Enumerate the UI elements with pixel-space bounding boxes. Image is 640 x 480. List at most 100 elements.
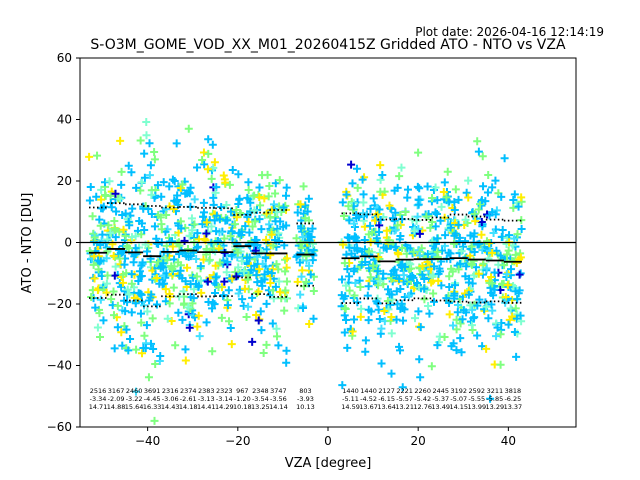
data-point xyxy=(482,237,491,246)
data-point xyxy=(136,309,145,318)
data-point xyxy=(186,293,195,302)
data-point xyxy=(179,300,188,309)
data-point xyxy=(303,207,312,216)
data-point xyxy=(237,227,246,236)
data-point xyxy=(121,307,130,316)
data-point xyxy=(509,203,518,212)
data-point xyxy=(271,189,280,198)
bin-mean-label: -3.34 xyxy=(90,395,107,403)
bin-mean-label: -3.54 xyxy=(252,395,269,403)
data-point xyxy=(448,267,457,276)
data-point xyxy=(145,139,154,148)
bin-mean-label: -5.57 xyxy=(396,395,413,403)
data-point xyxy=(210,216,219,225)
data-point xyxy=(147,190,156,199)
bin-std-label: 15.64 xyxy=(125,403,144,411)
data-point xyxy=(434,269,443,278)
bin-mean-label: -3.93 xyxy=(297,395,314,403)
data-point xyxy=(293,277,302,286)
data-point xyxy=(110,224,119,233)
data-point xyxy=(205,255,214,264)
data-point xyxy=(415,229,424,238)
data-point xyxy=(391,242,400,251)
data-point xyxy=(228,165,237,174)
data-point xyxy=(142,321,151,330)
data-point xyxy=(111,262,120,271)
data-point xyxy=(461,237,470,246)
bin-count-label: 803 xyxy=(299,387,311,395)
data-point xyxy=(102,254,111,263)
data-point xyxy=(210,288,219,297)
data-point xyxy=(139,343,148,352)
data-point xyxy=(265,182,274,191)
data-point xyxy=(445,283,454,292)
data-point xyxy=(90,233,99,242)
data-point xyxy=(219,171,228,180)
data-point xyxy=(213,236,222,245)
data-point xyxy=(207,222,216,231)
data-point xyxy=(364,282,373,291)
data-point xyxy=(305,236,314,245)
data-point xyxy=(194,281,203,290)
x-tick-label: −40 xyxy=(135,434,160,448)
data-point xyxy=(374,210,383,218)
data-point xyxy=(516,311,525,320)
data-point xyxy=(110,271,119,280)
data-point xyxy=(255,265,264,274)
bin-count-label: 3818 xyxy=(505,387,522,395)
data-point xyxy=(395,172,404,181)
data-point xyxy=(369,261,378,270)
data-point xyxy=(511,250,520,259)
data-point xyxy=(374,239,383,248)
data-point xyxy=(103,271,112,280)
data-point xyxy=(360,245,369,254)
data-point xyxy=(159,178,168,187)
x-tick-label: 0 xyxy=(324,434,332,448)
data-point xyxy=(470,210,479,219)
data-point xyxy=(405,291,414,300)
data-point xyxy=(132,183,141,192)
data-point xyxy=(505,231,514,240)
data-point xyxy=(492,206,501,215)
data-point xyxy=(375,248,384,257)
data-point xyxy=(239,267,248,276)
data-point xyxy=(433,196,442,205)
data-point xyxy=(171,341,180,350)
data-point xyxy=(200,160,209,169)
data-point xyxy=(226,232,235,241)
data-point xyxy=(282,183,291,192)
data-point xyxy=(517,193,526,202)
data-point xyxy=(256,201,265,210)
bin-count-label: 2316 xyxy=(162,387,179,395)
data-point xyxy=(134,277,143,286)
data-point xyxy=(293,208,302,217)
bin-std-label: 14.43 xyxy=(161,403,180,411)
data-point xyxy=(97,195,106,204)
data-point xyxy=(433,341,442,350)
data-point xyxy=(345,216,354,225)
data-point xyxy=(413,212,422,221)
data-point xyxy=(129,258,138,267)
data-point xyxy=(447,223,456,232)
x-tick-label: 40 xyxy=(501,434,516,448)
data-point xyxy=(144,373,153,382)
data-point xyxy=(462,308,471,317)
data-point xyxy=(212,227,221,236)
data-point xyxy=(93,151,102,160)
data-point xyxy=(193,322,202,331)
data-point xyxy=(340,259,349,268)
data-point xyxy=(282,346,291,355)
data-point xyxy=(304,194,313,203)
data-point xyxy=(377,359,386,368)
data-point xyxy=(235,209,244,218)
data-point xyxy=(468,305,477,314)
data-point xyxy=(142,117,151,126)
data-point xyxy=(274,341,283,350)
data-point xyxy=(338,198,347,207)
data-point xyxy=(207,174,216,183)
data-point xyxy=(152,273,161,282)
data-point xyxy=(184,252,193,261)
data-point xyxy=(196,262,205,271)
data-point xyxy=(464,290,473,299)
data-point xyxy=(173,191,182,200)
